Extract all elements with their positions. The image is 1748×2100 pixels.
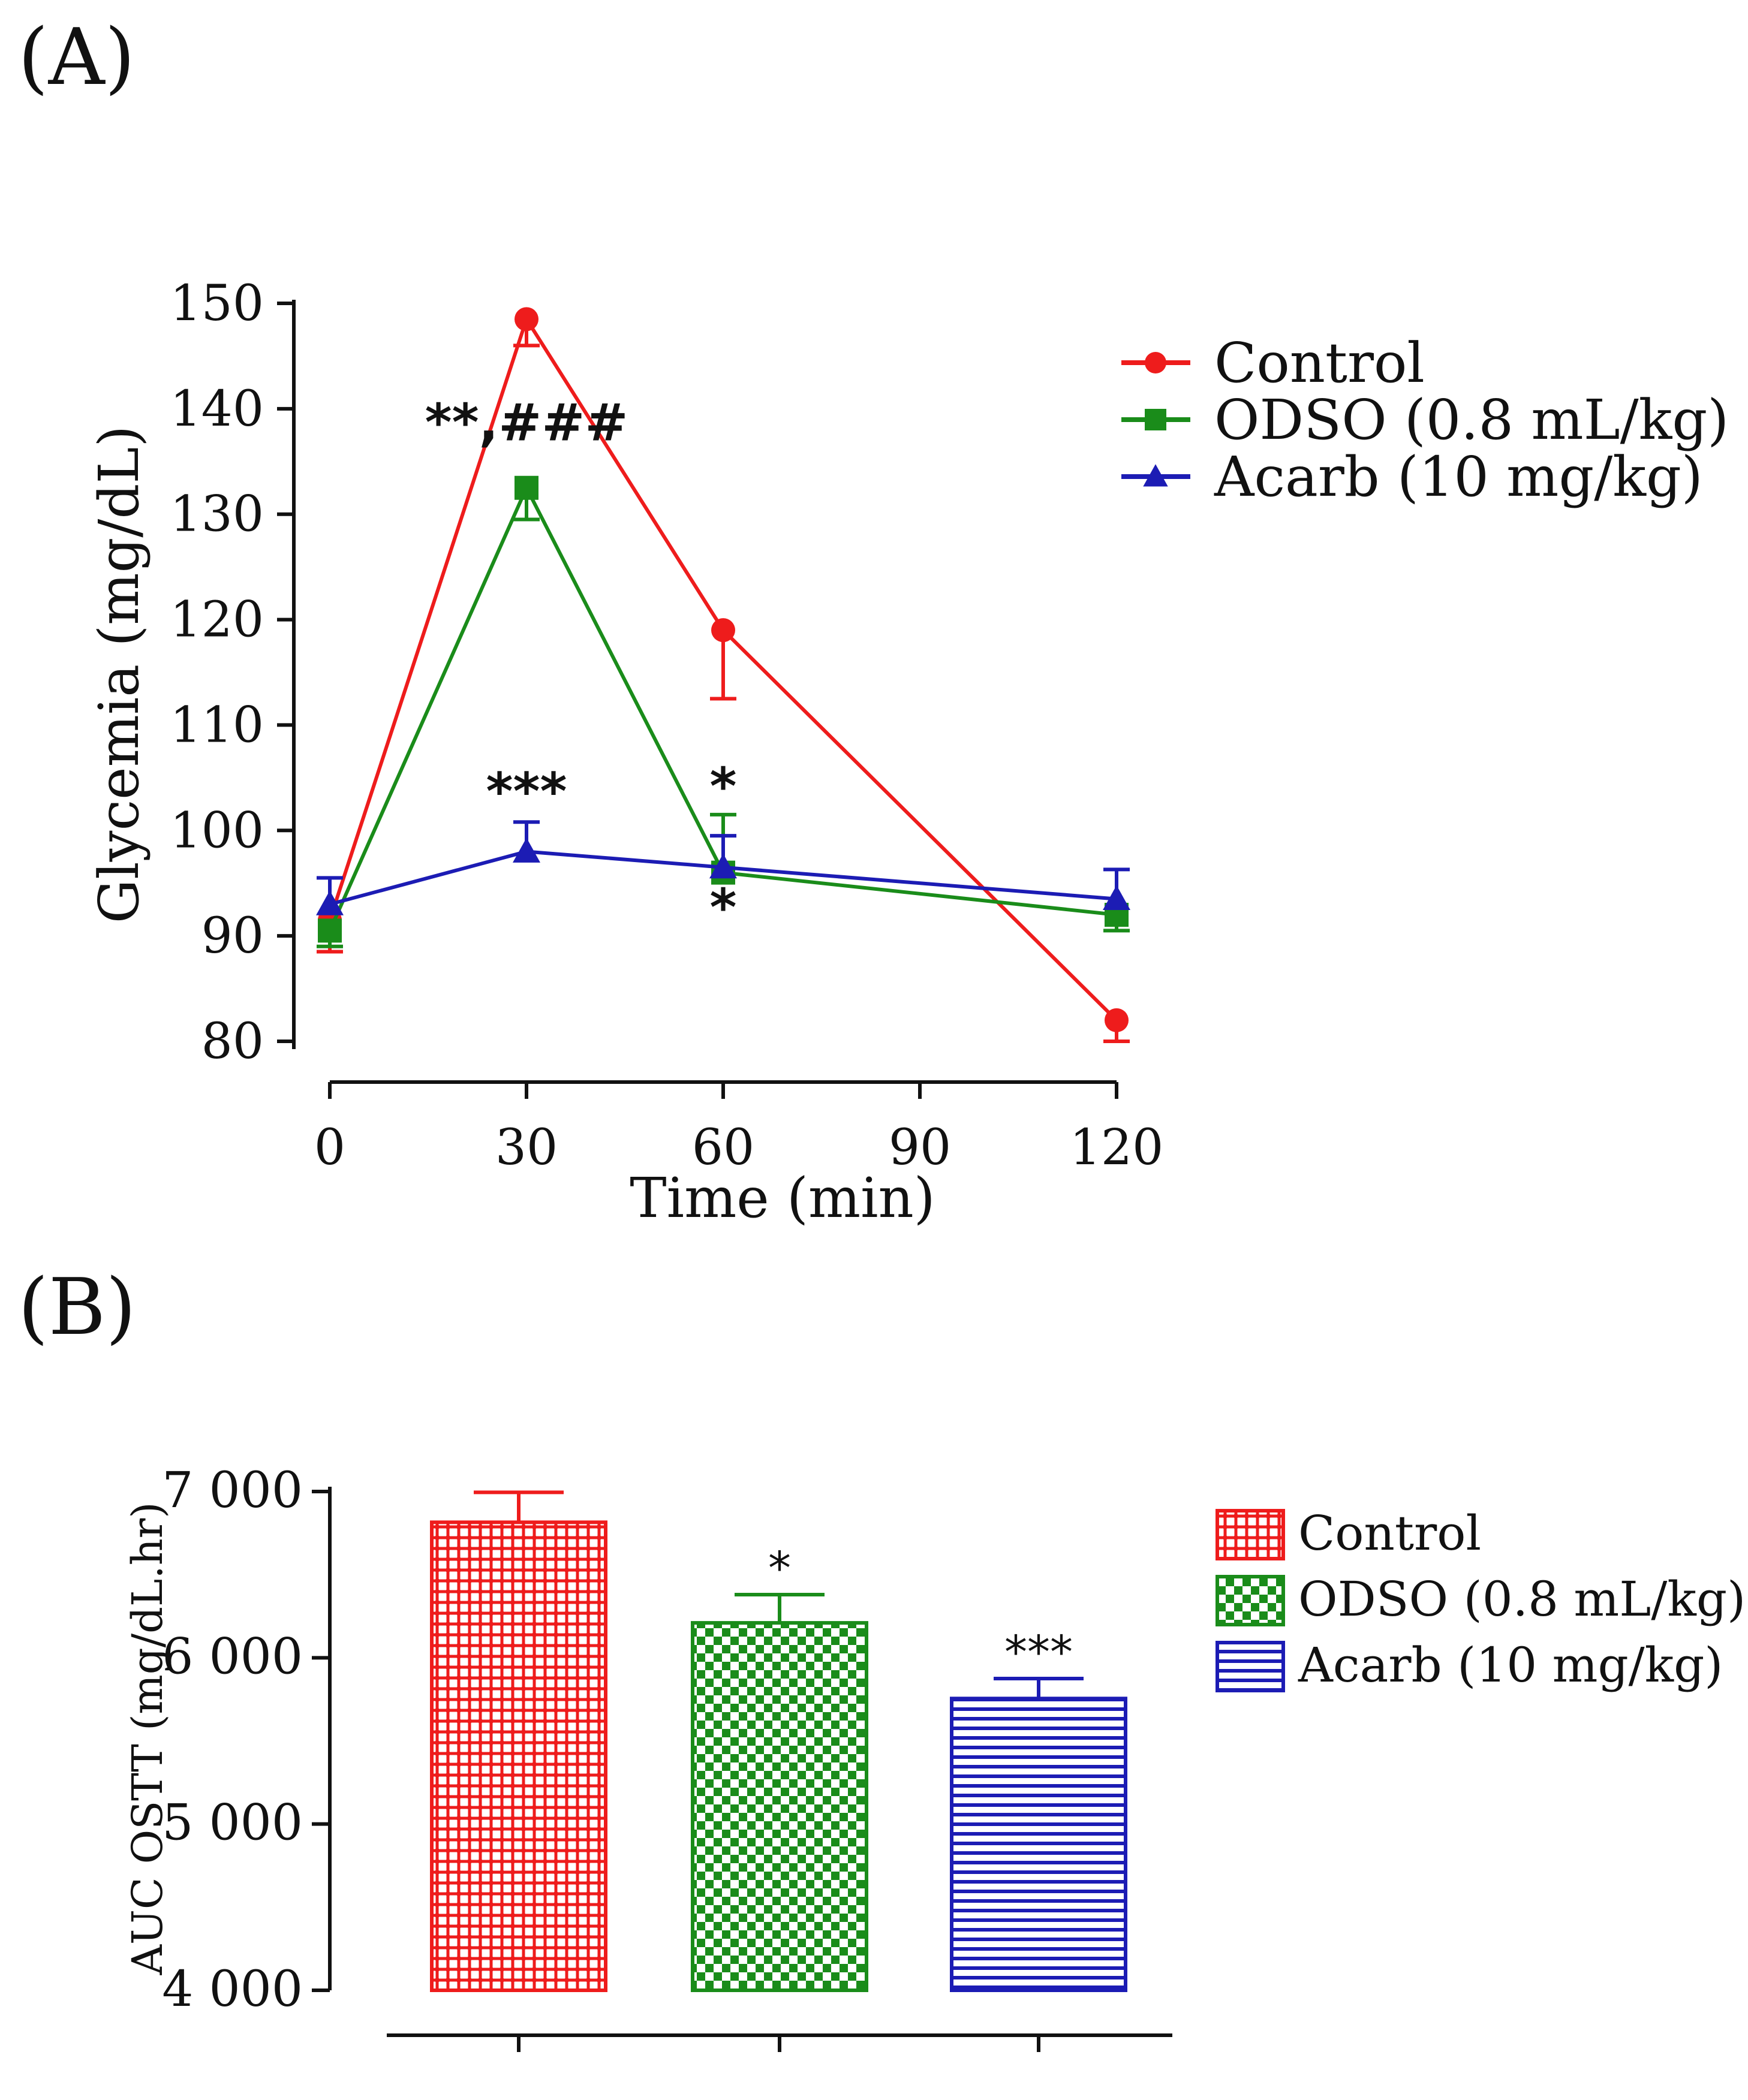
significance-label-b: * <box>768 1541 791 1595</box>
data-point <box>316 890 344 915</box>
legend-label-a: Control <box>1214 331 1425 395</box>
series-a <box>316 307 1130 1043</box>
legend-label-a: Acarb (10 mg/kg) <box>1214 445 1703 509</box>
bar-rect <box>950 1697 1127 1993</box>
y-tick-label-a: 140 <box>170 381 264 438</box>
legend-swatch-b <box>1216 1509 1285 1560</box>
axes-b: 4 000 5 000 6 000 7 000 <box>162 1462 1172 2052</box>
x-ticks-b <box>517 2035 1040 2052</box>
legend-marker <box>1143 464 1168 487</box>
y-tick-label-b: 4 000 <box>162 1961 303 2018</box>
legend-swatch-b <box>1216 1641 1285 1692</box>
data-point <box>318 918 342 943</box>
annotations-a: **,###*** ** <box>425 393 737 938</box>
y-tick-label-a: 80 <box>201 1013 264 1070</box>
x-tick-label-a: 60 <box>692 1119 754 1176</box>
bar-control <box>430 1490 607 1992</box>
series-line <box>328 315 1118 1022</box>
legend-item-b: ODSO (0.8 mL/kg) <box>1216 1571 1746 1627</box>
y-axis-title-b: AUC OSTT (mg/dL.hr) <box>123 1502 172 1975</box>
legend-item-a: Acarb (10 mg/kg) <box>1121 445 1703 509</box>
bar-odso <box>691 1592 868 1992</box>
data-point <box>515 475 538 500</box>
significance-label-a: *** <box>486 762 567 822</box>
y-axis-title-a: Glycemia (mg/dL) <box>87 426 151 924</box>
y-tick-label-b: 7 000 <box>162 1462 303 1519</box>
panel-label-a: (A) <box>18 11 135 103</box>
legend-label-b: Acarb (10 mg/kg) <box>1298 1637 1723 1693</box>
axes-a: 80 90 100 110 120 130 140 150 0 30 60 90 120 <box>170 275 1163 1176</box>
legend-item-b: Acarb (10 mg/kg) <box>1216 1637 1723 1693</box>
bar-rect <box>430 1520 607 1992</box>
annotations-b: **** <box>768 1541 1073 1679</box>
legend-item-a: ODSO (0.8 mL/kg) <box>1121 388 1729 452</box>
y-tick-label-a: 100 <box>170 802 264 859</box>
bar-acarb <box>950 1677 1127 1993</box>
x-tick-label-a: 90 <box>889 1119 951 1176</box>
panel-label-b: (B) <box>18 1261 136 1352</box>
y-tick-label-b: 5 000 <box>162 1795 303 1852</box>
y-tick-label-a: 90 <box>201 908 264 965</box>
legend-marker <box>1145 352 1166 373</box>
bars-b <box>430 1490 1127 1993</box>
y-tick-label-b: 6 000 <box>162 1628 303 1685</box>
significance-label-a: * <box>710 878 737 938</box>
data-point <box>711 618 735 643</box>
legend-marker <box>1145 409 1166 430</box>
series-odso <box>317 475 1130 948</box>
bar-rect <box>691 1621 868 1992</box>
data-point <box>513 837 540 863</box>
series-line <box>328 483 1117 932</box>
y-tick-label-a: 150 <box>170 275 264 332</box>
data-point <box>1105 1008 1129 1032</box>
legend-item-a: Control <box>1121 331 1425 395</box>
x-tick-label-a: 120 <box>1070 1119 1164 1176</box>
y-ticks-b: 4 000 5 000 6 000 7 000 <box>162 1462 330 2018</box>
legend-label-b: ODSO (0.8 mL/kg) <box>1298 1571 1746 1627</box>
series-line <box>329 849 1117 906</box>
legend-swatch-b <box>1216 1575 1285 1626</box>
legend-label-a: ODSO (0.8 mL/kg) <box>1214 388 1729 452</box>
y-ticks-a: 80 90 100 110 120 130 140 150 <box>170 275 294 1070</box>
data-point <box>709 853 737 879</box>
x-tick-label-a: 0 <box>314 1119 345 1176</box>
x-ticks-a: 0 30 60 90 120 <box>314 1082 1163 1176</box>
legend-label-b: Control <box>1298 1505 1481 1561</box>
y-tick-label-a: 120 <box>170 592 264 649</box>
y-tick-label-a: 130 <box>170 486 264 543</box>
significance-label-a: **,### <box>425 393 628 453</box>
legend-b: Control ODSO (0.8 mL/kg) Acarb (10 mg/kg) <box>1216 1505 1746 1693</box>
data-point <box>515 307 538 332</box>
x-axis-title-a: Time (min) <box>630 1166 935 1230</box>
series-acarb <box>316 820 1130 915</box>
data-point <box>1103 885 1130 910</box>
legend-item-b: Control <box>1216 1505 1481 1561</box>
x-tick-label-a: 30 <box>495 1119 558 1176</box>
significance-label-b: *** <box>1004 1625 1073 1679</box>
y-tick-label-a: 110 <box>170 697 264 754</box>
significance-label-a: * <box>710 757 737 817</box>
